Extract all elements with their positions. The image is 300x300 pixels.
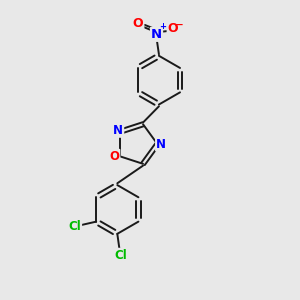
Text: −: − (175, 20, 184, 30)
Text: +: + (160, 22, 167, 31)
Text: O: O (133, 16, 143, 30)
Text: O: O (110, 150, 119, 163)
Text: N: N (156, 138, 166, 151)
Text: N: N (151, 28, 162, 41)
Text: N: N (113, 124, 123, 137)
Text: O: O (168, 22, 178, 35)
Text: Cl: Cl (114, 249, 127, 262)
Text: Cl: Cl (68, 220, 81, 233)
